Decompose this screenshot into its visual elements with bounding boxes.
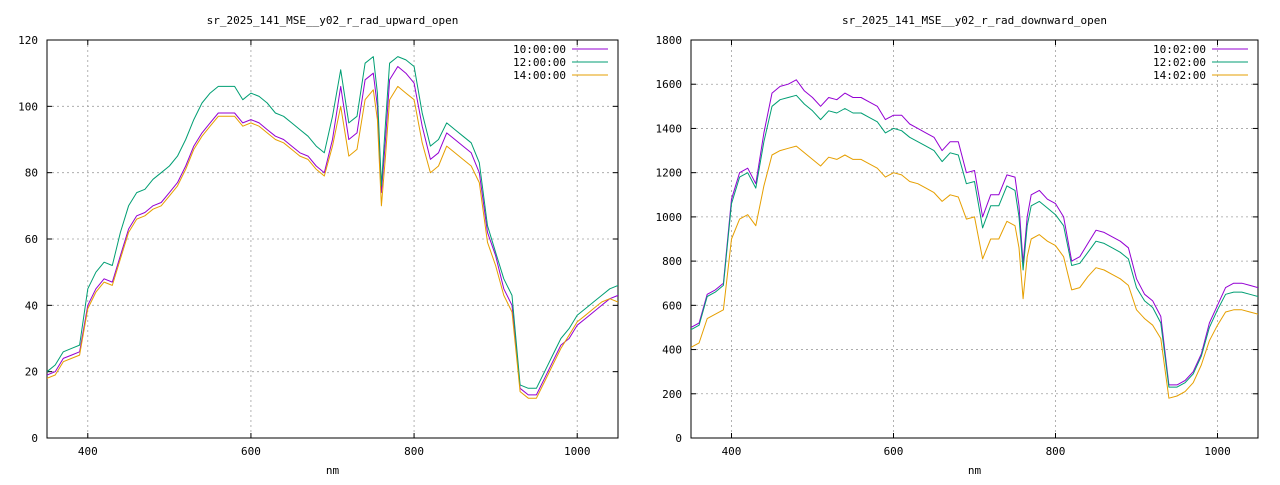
y-tick-label: 1400 [656, 122, 683, 135]
x-tick-label: 800 [1046, 445, 1066, 458]
y-tick-label: 80 [25, 167, 38, 180]
series-line-100200 [691, 79, 1258, 386]
chart-panel-2: 400 600 800 1000 0 200 400 600 800 1000 1200 1400 16… [656, 14, 1259, 477]
x-tick-label: 1000 [1204, 445, 1231, 458]
series-line-140000 [47, 85, 618, 399]
y-tick-label: 600 [662, 299, 682, 312]
x-axis-label: nm [326, 464, 340, 477]
x-tick-label: 400 [722, 445, 742, 458]
y-tick-label: 0 [675, 432, 682, 445]
y-tick-label: 1000 [656, 211, 683, 224]
legend-label: 14:02:00 [1153, 69, 1206, 82]
y-tick-label: 100 [18, 100, 38, 113]
x-axis-label: nm [968, 464, 982, 477]
y-tick-label: 20 [25, 366, 38, 379]
x-tick-label: 600 [884, 445, 904, 458]
x-tick-label: 600 [241, 445, 261, 458]
chart-title: sr_2025_141_MSE__y02_r_rad_upward_open [207, 14, 459, 27]
legend-label: 10:02:00 [1153, 43, 1206, 56]
y-tick-label: 1800 [656, 34, 683, 47]
chart-panel-1: 400 600 800 1000 0 20 40 60 80 100 120 sr_2025_141_… [18, 14, 619, 477]
y-tick-label: 60 [25, 233, 38, 246]
legend-label: 12:00:00 [513, 56, 566, 69]
series-line-120200 [691, 94, 1258, 388]
y-tick-label: 1200 [656, 167, 683, 180]
series-line-120000 [47, 56, 618, 389]
x-tick-label: 400 [78, 445, 98, 458]
legend-label: 14:00:00 [513, 69, 566, 82]
y-tick-label: 0 [31, 432, 38, 445]
x-tick-label: 800 [404, 445, 424, 458]
y-tick-label: 120 [18, 34, 38, 47]
series-line-140200 [691, 145, 1258, 399]
y-tick-label: 200 [662, 388, 682, 401]
legend-label: 12:02:00 [1153, 56, 1206, 69]
y-tick-label: 40 [25, 299, 38, 312]
legend-label: 10:00:00 [513, 43, 566, 56]
y-tick-label: 1600 [656, 78, 683, 91]
x-tick-label: 1000 [564, 445, 591, 458]
chart-title: sr_2025_141_MSE__y02_r_rad_downward_open [842, 14, 1107, 27]
y-tick-label: 400 [662, 344, 682, 357]
y-tick-label: 800 [662, 255, 682, 268]
plot-frame [690, 39, 1259, 439]
